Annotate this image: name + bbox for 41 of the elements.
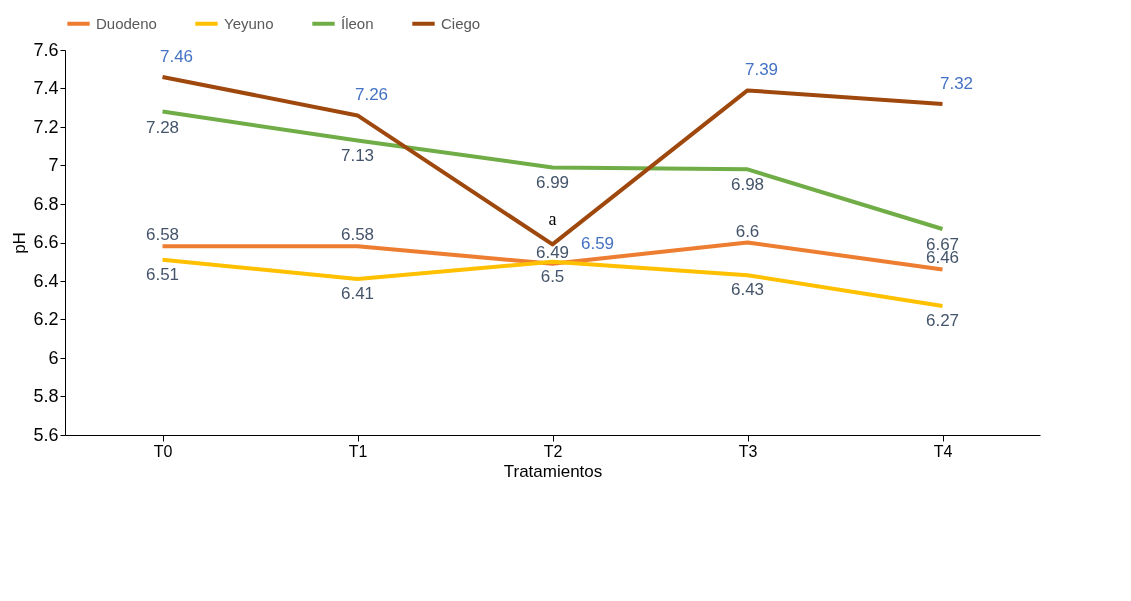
- y-tick-label: 6.8: [33, 193, 59, 214]
- y-tick-label: 6.4: [33, 270, 59, 291]
- data-label: 6.58: [340, 225, 375, 245]
- data-label: 7.46: [159, 46, 194, 66]
- data-label: 6.49: [535, 242, 570, 262]
- data-label: 7.28: [145, 117, 180, 137]
- annotation: a: [548, 209, 557, 230]
- data-label: 6.98: [730, 175, 765, 195]
- data-label: 6.6: [735, 221, 760, 241]
- data-label: 7.39: [744, 60, 779, 80]
- data-label: 6.41: [340, 284, 375, 304]
- y-tick-label: 7.2: [33, 116, 59, 137]
- y-tick-label: 6.2: [33, 309, 59, 329]
- y-tick-label: 5.8: [33, 386, 59, 406]
- x-tick-label: T4: [933, 442, 953, 460]
- y-tick-label: 6.6: [33, 232, 59, 252]
- x-axis-title: Tratamientos: [503, 461, 603, 481]
- y-axis-title: pH: [10, 232, 30, 254]
- data-label: 6.59: [580, 234, 615, 254]
- y-tick-label: 7.6: [33, 39, 59, 60]
- y-tick-label: 6: [48, 347, 59, 368]
- legend-label: Duodeno: [96, 14, 157, 32]
- data-label: 6.58: [145, 225, 180, 245]
- x-tick-label: T0: [153, 442, 173, 460]
- data-label: 6.51: [145, 264, 180, 284]
- data-label: 7.13: [340, 146, 375, 166]
- y-tick-label: 7.4: [33, 78, 59, 98]
- data-label: 6.27: [925, 311, 960, 331]
- x-tick-label: T1: [348, 442, 368, 460]
- data-label: 6.43: [730, 280, 765, 300]
- y-tick-label: 7: [48, 155, 59, 175]
- x-tick-label: T2: [543, 442, 563, 460]
- legend-label: Íleon: [341, 14, 374, 32]
- data-label: 6.99: [535, 173, 570, 193]
- y-tick-label: 5.6: [33, 424, 59, 445]
- data-label: 7.26: [354, 85, 389, 105]
- legend-label: Yeyuno: [224, 14, 274, 32]
- x-tick-label: T3: [738, 442, 758, 460]
- data-label: 6.5: [540, 266, 565, 286]
- legend-label: Ciego: [441, 14, 481, 32]
- data-label: 7.32: [939, 73, 974, 93]
